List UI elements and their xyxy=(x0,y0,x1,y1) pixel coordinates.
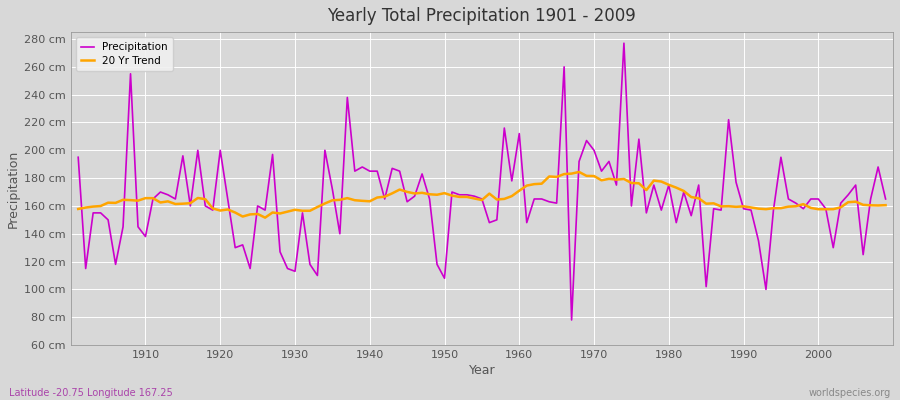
Precipitation xyxy=(611,183,622,188)
Precipitation xyxy=(507,178,517,183)
Precipitation xyxy=(880,196,891,201)
Precipitation xyxy=(132,224,143,229)
Precipitation xyxy=(342,95,353,100)
20 Yr Trend xyxy=(521,183,532,188)
20 Yr Trend xyxy=(132,198,143,203)
Y-axis label: Precipitation: Precipitation xyxy=(7,150,20,228)
X-axis label: Year: Year xyxy=(469,364,495,377)
Precipitation xyxy=(566,318,577,322)
Precipitation xyxy=(514,131,525,136)
20 Yr Trend xyxy=(880,203,891,208)
Precipitation xyxy=(73,155,84,160)
20 Yr Trend xyxy=(73,206,84,211)
20 Yr Trend xyxy=(304,208,315,213)
20 Yr Trend xyxy=(349,198,360,203)
Precipitation xyxy=(618,41,629,46)
Legend: Precipitation, 20 Yr Trend: Precipitation, 20 Yr Trend xyxy=(76,37,173,71)
Precipitation xyxy=(297,210,308,215)
20 Yr Trend xyxy=(618,176,629,181)
Title: Yearly Total Precipitation 1901 - 2009: Yearly Total Precipitation 1901 - 2009 xyxy=(328,7,636,25)
20 Yr Trend xyxy=(260,215,271,220)
Text: worldspecies.org: worldspecies.org xyxy=(809,388,891,398)
Line: Precipitation: Precipitation xyxy=(78,43,886,320)
20 Yr Trend xyxy=(514,188,525,193)
20 Yr Trend xyxy=(573,170,584,174)
Line: 20 Yr Trend: 20 Yr Trend xyxy=(78,172,886,218)
Text: Latitude -20.75 Longitude 167.25: Latitude -20.75 Longitude 167.25 xyxy=(9,388,173,398)
